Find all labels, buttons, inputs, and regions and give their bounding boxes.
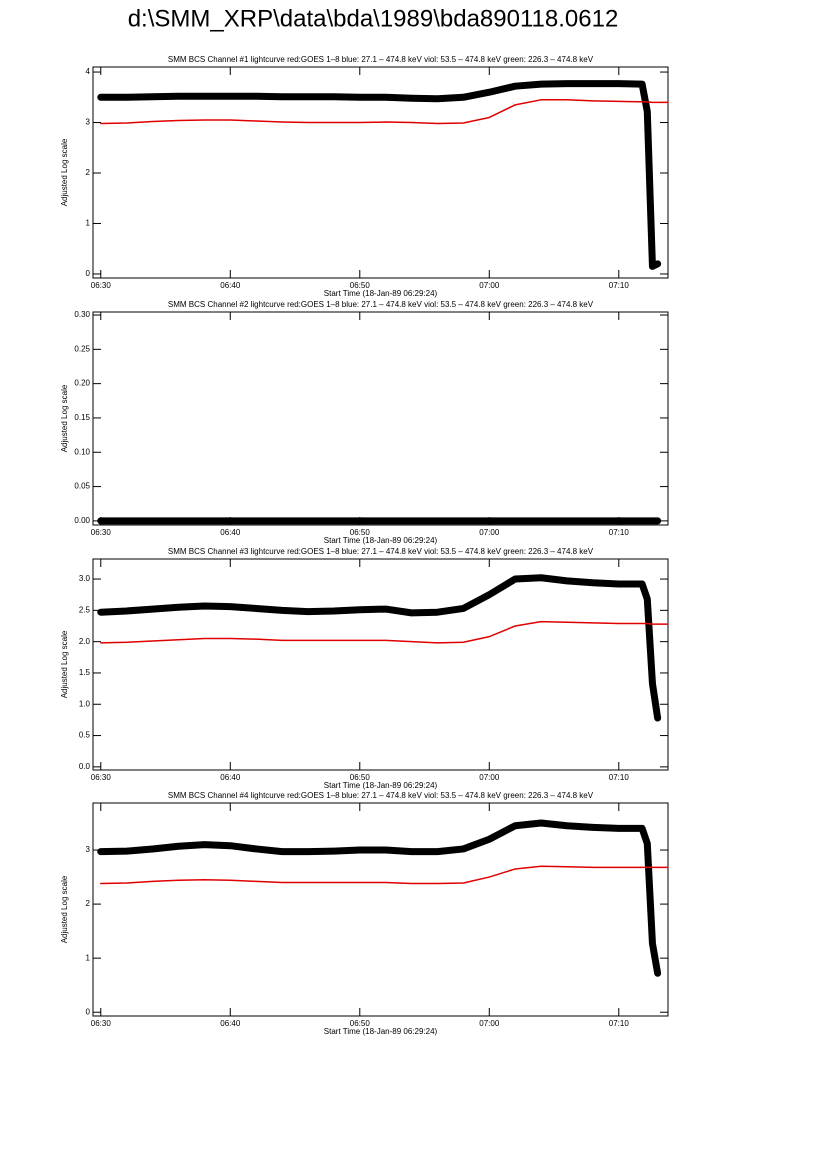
y-tick-label: 0.10 <box>74 447 90 456</box>
x-tick-label: 06:50 <box>350 773 371 782</box>
x-tick-label: 06:30 <box>91 528 112 537</box>
y-tick-label: 0.15 <box>74 413 90 422</box>
x-tick-label: 07:00 <box>479 773 500 782</box>
x-tick-label: 06:50 <box>350 281 371 290</box>
y-tick-label: 1 <box>86 219 91 228</box>
x-tick-label: 07:10 <box>609 281 630 290</box>
plot-frame <box>92 558 669 771</box>
x-tick-label: 07:00 <box>479 281 500 290</box>
plot-frame <box>92 311 669 526</box>
x-tick-label: 06:30 <box>91 1019 112 1028</box>
chart-title: SMM BCS Channel #2 lightcurve red:GOES 1… <box>168 300 594 309</box>
chart-title: SMM BCS Channel #1 lightcurve red:GOES 1… <box>168 55 594 64</box>
x-tick-label: 06:50 <box>350 528 371 537</box>
data-line <box>100 865 669 885</box>
chart-title: SMM BCS Channel #4 lightcurve red:GOES 1… <box>168 791 594 800</box>
y-tick-label: 2.5 <box>79 605 91 614</box>
page-title: d:\SMM_XRP\data\bda\1989\bda890118.0612 <box>128 5 619 32</box>
data-line-dots <box>97 574 662 722</box>
x-tick-label: 06:40 <box>220 528 241 537</box>
data-line-dots <box>97 80 662 270</box>
x-tick-label: 07:00 <box>479 528 500 537</box>
x-axis-label: Start Time (18-Jan-89 06:29:24) <box>324 289 438 298</box>
x-tick-label: 07:10 <box>609 773 630 782</box>
y-tick-label: 1.5 <box>79 668 91 677</box>
plot-frame <box>92 802 669 1017</box>
y-tick-label: 0 <box>86 1007 91 1016</box>
y-tick-label: 0 <box>86 269 91 278</box>
y-tick-label: 2 <box>86 168 91 177</box>
y-tick-label: 0.20 <box>74 379 90 388</box>
y-tick-label: 3 <box>86 118 91 127</box>
x-tick-label: 06:50 <box>350 1019 371 1028</box>
x-tick-label: 07:10 <box>609 1019 630 1028</box>
y-axis-label: Adjusted Log scale <box>60 384 69 452</box>
x-tick-label: 06:40 <box>220 1019 241 1028</box>
y-tick-label: 0.0 <box>79 762 91 771</box>
x-axis-label: Start Time (18-Jan-89 06:29:24) <box>324 1027 438 1036</box>
y-tick-label: 2 <box>86 899 91 908</box>
chart-title: SMM BCS Channel #3 lightcurve red:GOES 1… <box>168 547 594 556</box>
y-tick-label: 0.05 <box>74 482 90 491</box>
x-tick-label: 07:10 <box>609 528 630 537</box>
y-axis-label: Adjusted Log scale <box>60 630 69 698</box>
y-axis-label: Adjusted Log scale <box>60 138 69 206</box>
x-tick-label: 06:30 <box>91 281 112 290</box>
y-tick-label: 3.0 <box>79 574 91 583</box>
data-line-dots <box>97 819 662 977</box>
x-tick-label: 06:40 <box>220 773 241 782</box>
y-tick-label: 3 <box>86 845 91 854</box>
y-tick-label: 2.0 <box>79 637 91 646</box>
x-tick-label: 06:40 <box>220 281 241 290</box>
plot-frame <box>92 66 669 279</box>
y-tick-label: 1.0 <box>79 699 91 708</box>
data-line <box>100 99 669 125</box>
y-tick-label: 0.25 <box>74 344 90 353</box>
y-axis-label: Adjusted Log scale <box>60 875 69 943</box>
y-tick-label: 0.30 <box>74 310 90 319</box>
data-line <box>100 620 669 644</box>
y-tick-label: 0.5 <box>79 731 91 740</box>
y-tick-label: 0.00 <box>74 516 90 525</box>
x-axis-label: Start Time (18-Jan-89 06:29:24) <box>324 781 438 790</box>
x-tick-label: 06:30 <box>91 773 112 782</box>
x-tick-label: 07:00 <box>479 1019 500 1028</box>
x-axis-label: Start Time (18-Jan-89 06:29:24) <box>324 536 438 545</box>
y-tick-label: 1 <box>86 953 91 962</box>
y-tick-label: 4 <box>86 67 91 76</box>
